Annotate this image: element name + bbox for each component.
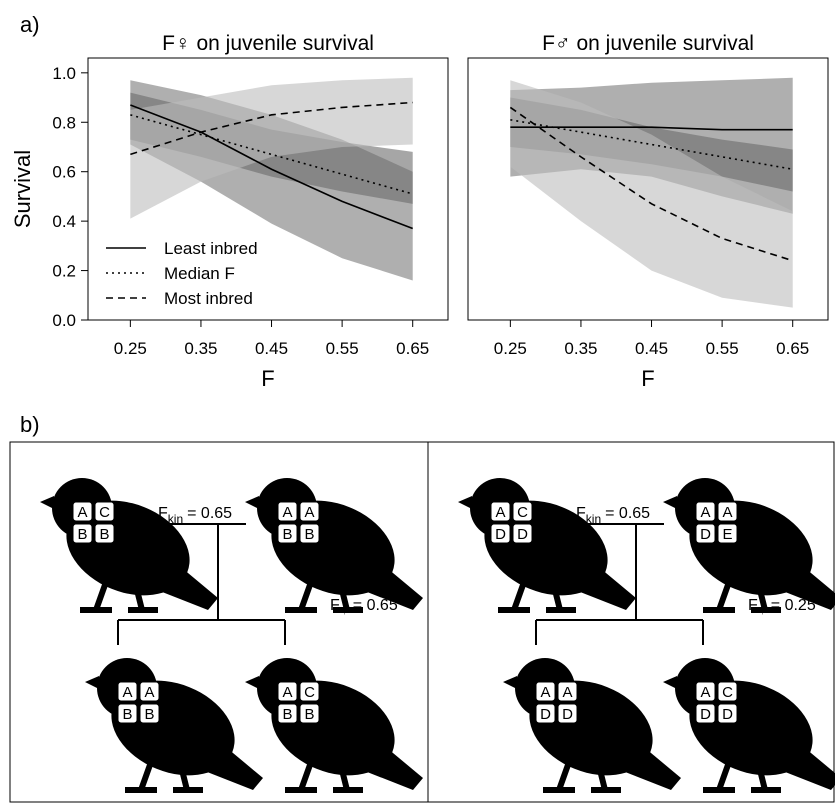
legend-label: Median F [164, 264, 235, 283]
allele: A [722, 504, 732, 521]
allele: C [304, 684, 315, 701]
allele: B [122, 706, 132, 723]
coefficient-label: F♀ = 0.25 [748, 597, 816, 618]
allele: D [562, 706, 573, 723]
value: = 0.25 [771, 597, 816, 614]
allele: D [540, 706, 551, 723]
allele: B [144, 706, 154, 723]
coefficient-label: F♀ = 0.65 [330, 597, 398, 618]
subscript: ♀ [340, 604, 349, 618]
allele: C [517, 504, 528, 521]
coefficient-label: Fkin= 0.65 [158, 505, 232, 526]
symbol: F [576, 505, 586, 522]
x-tick-label: 0.45 [635, 339, 668, 358]
x-axis-label: F [641, 366, 654, 391]
x-tick-label: 0.45 [255, 339, 288, 358]
allele: A [282, 504, 292, 521]
x-axis-label: F [261, 366, 274, 391]
symbol: F [158, 505, 168, 522]
y-axis-label: Survival [10, 150, 35, 228]
x-tick-label: 0.25 [494, 339, 527, 358]
allele: D [700, 526, 711, 543]
allele: B [282, 706, 292, 723]
bird-silhouette [245, 658, 423, 793]
bird-silhouette [85, 658, 263, 793]
symbol: F [748, 597, 758, 614]
y-tick-label: 0.2 [52, 262, 76, 281]
x-tick-label: 0.35 [184, 339, 217, 358]
allele: E [722, 526, 732, 543]
allele: B [77, 526, 87, 543]
allele: C [722, 684, 733, 701]
allele: A [77, 504, 87, 521]
allele: B [304, 706, 314, 723]
x-tick-label: 0.55 [706, 339, 739, 358]
bird-silhouette [503, 658, 681, 793]
allele: A [700, 504, 710, 521]
allele: A [122, 684, 132, 701]
y-tick-label: 1.0 [52, 64, 76, 83]
allele: A [562, 684, 572, 701]
x-tick-label: 0.55 [326, 339, 359, 358]
legend-label: Least inbred [164, 239, 258, 258]
value: = 0.65 [605, 505, 650, 522]
bird-silhouette [245, 478, 423, 613]
allele: A [495, 504, 505, 521]
x-tick-label: 0.35 [564, 339, 597, 358]
bird-silhouette [458, 478, 636, 613]
symbol: F [330, 597, 340, 614]
allele: D [495, 526, 506, 543]
figure: a) b) F♀ on juvenile survival 0.25 0.35 0.4… [0, 0, 835, 803]
x-tick-label: 0.25 [114, 339, 147, 358]
chart-title: F♂ on juvenile survival [542, 32, 754, 55]
y-tick-label: 0.6 [52, 163, 76, 182]
subscript: ♀ [758, 604, 767, 618]
allele: A [144, 684, 154, 701]
allele: D [722, 706, 733, 723]
y-tick-label: 0.8 [52, 113, 76, 132]
value: = 0.65 [353, 597, 398, 614]
bird-silhouette [663, 478, 835, 613]
allele: A [540, 684, 550, 701]
chart-title: F♀ on juvenile survival [162, 32, 374, 55]
y-tick-label: 0.0 [52, 311, 76, 330]
x-tick-label: 0.65 [396, 339, 429, 358]
allele: A [282, 684, 292, 701]
allele: C [99, 504, 110, 521]
bird-silhouette [40, 478, 218, 613]
panel-label: a) [20, 12, 40, 37]
allele: A [304, 504, 314, 521]
allele: D [517, 526, 528, 543]
allele: D [700, 706, 711, 723]
allele: A [700, 684, 710, 701]
coefficient-label: Fkin= 0.65 [576, 505, 650, 526]
legend-label: Most inbred [164, 289, 253, 308]
x-tick-label: 0.65 [776, 339, 809, 358]
panel-label: b) [20, 412, 40, 437]
allele: B [282, 526, 292, 543]
allele: B [304, 526, 314, 543]
allele: B [99, 526, 109, 543]
bird-silhouette [663, 658, 835, 793]
value: = 0.65 [187, 505, 232, 522]
y-tick-label: 0.4 [52, 212, 76, 231]
